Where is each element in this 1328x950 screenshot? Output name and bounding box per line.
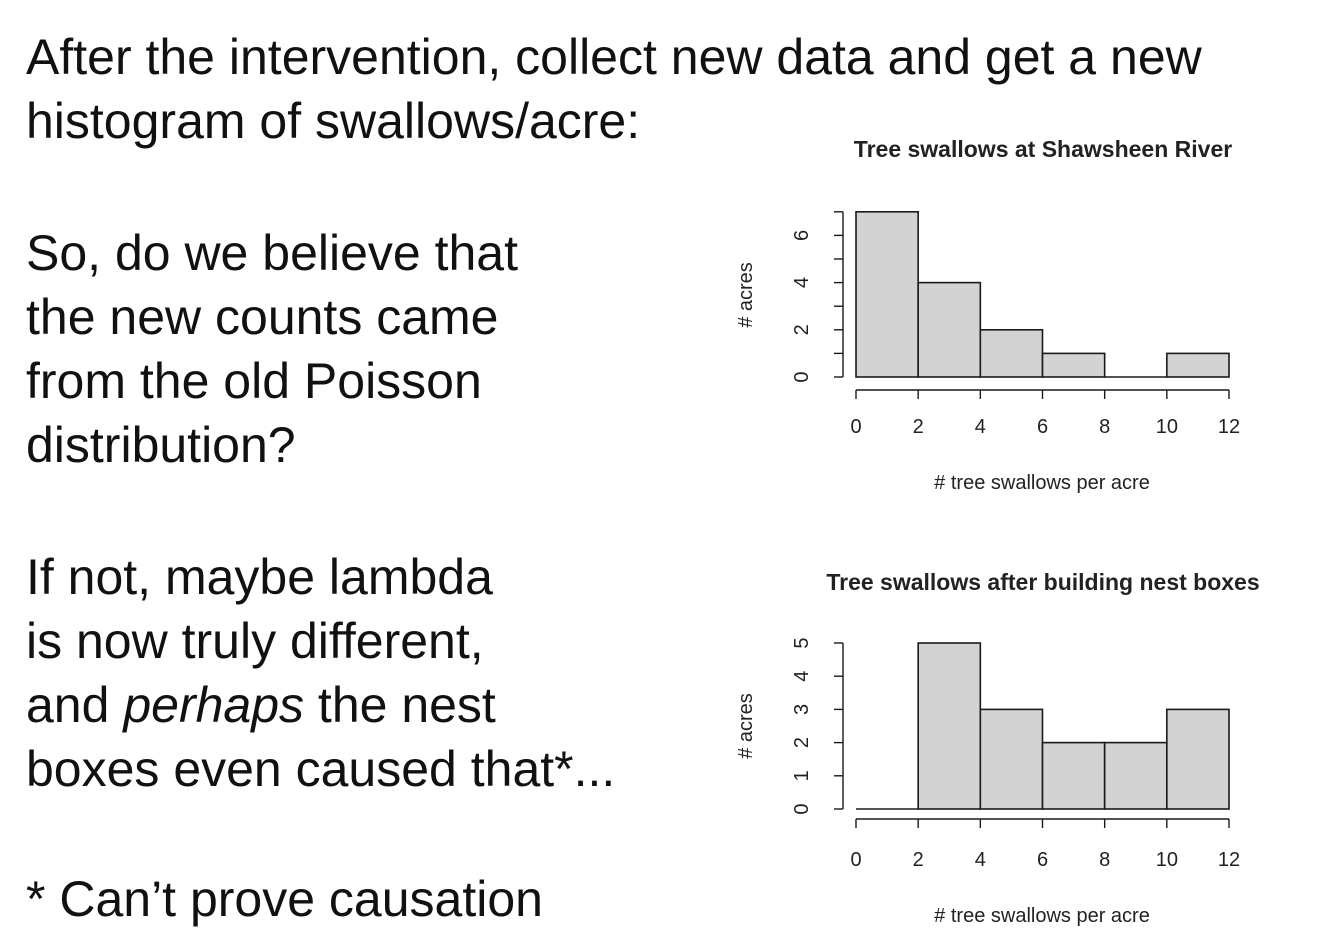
histogram-bar (1166, 352, 1230, 378)
x-axis-label: # tree swallows per acre (934, 905, 1150, 927)
histogram-bar (979, 328, 1044, 378)
question-line-4: distribution? (26, 417, 296, 473)
y-tick-label: 2 (791, 324, 813, 335)
y-tick-label: 2 (791, 737, 813, 748)
x-tick-label: 0 (850, 416, 861, 438)
answer-line-3-start: and (26, 677, 124, 733)
x-tick-label: 8 (1099, 416, 1110, 438)
answer-line-3-emphasis: perhaps (123, 677, 305, 733)
slide-heading-line-2: histogram of swallows/acre: (26, 93, 641, 149)
answer-line-3-end: the nest (304, 677, 496, 733)
y-tick-label: 5 (791, 637, 813, 648)
answer-line-4: boxes even caused that*... (26, 741, 616, 797)
histogram-before: Tree swallows at Shawsheen River 0 2 4 6 8 10… (735, 136, 1240, 494)
question-line-2: the new counts came (26, 289, 499, 345)
bars-group (856, 642, 1230, 810)
y-axis: 0 1 2 3 4 5 (791, 637, 844, 815)
x-tick-label: 8 (1099, 849, 1110, 871)
histogram-bar (917, 642, 982, 810)
histogram-bar (855, 211, 919, 378)
y-tick-label: 0 (791, 803, 813, 814)
answer-line-3: and perhaps the nest (26, 673, 496, 737)
chart-title: Tree swallows after building nest boxes (826, 569, 1259, 595)
answer-line-1: If not, maybe lambda (26, 549, 493, 605)
histogram-bar (1041, 352, 1106, 378)
x-tick-label: 10 (1156, 849, 1178, 871)
histogram-bar (1041, 741, 1106, 810)
x-tick-label: 6 (1037, 416, 1048, 438)
x-axis-label: # tree swallows per acre (934, 472, 1150, 494)
x-tick-label: 0 (850, 849, 861, 871)
x-tick-label: 12 (1218, 849, 1240, 871)
y-tick-label: 6 (791, 230, 813, 241)
histogram-bar (979, 708, 1044, 810)
answer-line-2: is now truly different, (26, 613, 484, 669)
y-tick-label: 4 (791, 277, 813, 288)
histogram-bar (1166, 708, 1230, 810)
x-tick-label: 12 (1218, 416, 1240, 438)
x-tick-label: 2 (913, 849, 924, 871)
x-axis: 0 2 4 6 8 10 12 (850, 389, 1240, 438)
slide-heading-line-1: After the intervention, collect new data… (26, 29, 1202, 85)
x-tick-label: 2 (913, 416, 924, 438)
question-line-1: So, do we believe that (26, 225, 518, 281)
y-tick-label: 3 (791, 704, 813, 715)
y-axis: 0 2 4 6 (791, 211, 844, 383)
histogram-bar (917, 281, 982, 378)
histogram-after: Tree swallows after building nest boxes … (735, 569, 1260, 927)
histogram-bar (1103, 741, 1168, 810)
y-tick-label: 0 (791, 371, 813, 382)
x-tick-label: 10 (1156, 416, 1178, 438)
chart-title: Tree swallows at Shawsheen River (854, 136, 1232, 162)
y-tick-label: 1 (791, 770, 813, 781)
bars-group (855, 211, 1230, 378)
y-axis-label: # acres (735, 262, 757, 328)
x-tick-label: 6 (1037, 849, 1048, 871)
question-line-3: from the old Poisson (26, 353, 482, 409)
y-tick-label: 4 (791, 671, 813, 682)
x-tick-label: 4 (975, 416, 986, 438)
y-axis-label: # acres (735, 693, 757, 759)
x-tick-label: 4 (975, 849, 986, 871)
x-axis: 0 2 4 6 8 10 12 (850, 818, 1240, 871)
footnote: * Can’t prove causation (26, 871, 543, 927)
